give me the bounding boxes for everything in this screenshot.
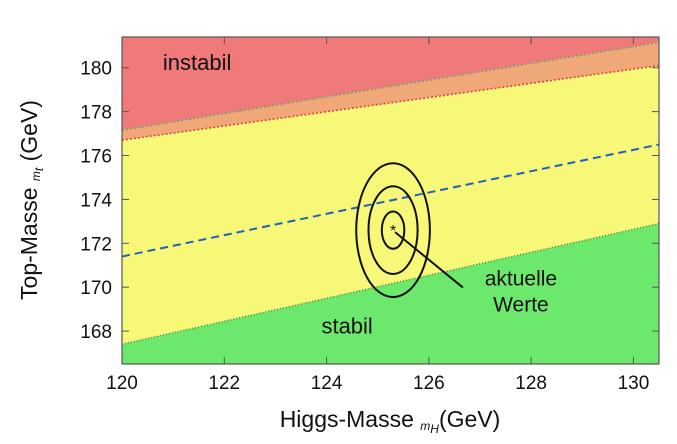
region-transition (122, 42, 659, 141)
boundaries (122, 41, 659, 346)
central-value-marker: * (390, 223, 396, 240)
x-axis-label: Higgs-Masse mH(GeV) (280, 406, 501, 436)
x-tick-label: 120 (106, 373, 138, 394)
y-ticks: 168 170 172 174 176 178 180 (80, 59, 659, 343)
y-tick-label: 172 (80, 234, 112, 255)
y-tick-label: 174 (80, 190, 112, 211)
region-stable (122, 223, 659, 364)
region-label-stabil: stabil (321, 313, 372, 338)
boundary-upper-line (122, 41, 659, 132)
plot-frame (121, 36, 660, 365)
x-tick-label: 128 (515, 373, 547, 394)
x-tick-label: 122 (208, 373, 240, 394)
y-tick-label: 178 (80, 103, 112, 124)
y-tick-label: 176 (80, 147, 112, 168)
annotation-pointer-line (394, 231, 464, 289)
x-ticks: 120 122 124 126 128 130 (106, 37, 649, 394)
contour-ellipse-3 (355, 162, 431, 299)
y-tick-label: 180 (80, 59, 112, 80)
region-label-instabil: instabil (163, 50, 231, 75)
annotation-label-line2: Werte (493, 294, 549, 317)
region-metastable (122, 65, 659, 345)
regions (122, 37, 659, 364)
y-tick-label: 168 (80, 322, 112, 343)
annotations: aktuelle Werte instabil stabil (163, 50, 557, 338)
annotation-label-line1: aktuelle (485, 268, 557, 291)
measurement-contours: * (355, 162, 431, 299)
x-tick-label: 124 (311, 373, 343, 394)
x-tick-label: 126 (413, 373, 445, 394)
region-unstable (122, 37, 659, 131)
y-tick-label: 170 (80, 278, 112, 299)
x-tick-label: 130 (618, 373, 650, 394)
dashed-blue-line (122, 143, 659, 258)
y-axis-label: Top-Masse mt (GeV) (16, 100, 46, 300)
contour-ellipse-1 (380, 210, 406, 250)
contour-ellipse-2 (367, 185, 419, 276)
